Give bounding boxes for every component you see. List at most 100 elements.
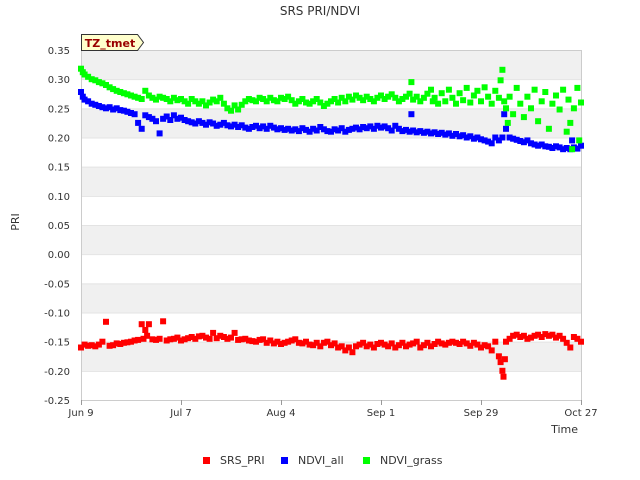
data-point xyxy=(263,98,270,105)
data-point xyxy=(560,86,567,93)
data-point xyxy=(481,84,488,91)
data-point xyxy=(124,91,131,98)
data-point xyxy=(456,90,463,97)
data-point xyxy=(435,338,442,345)
data-point xyxy=(117,107,124,114)
data-point xyxy=(345,126,352,133)
data-point xyxy=(260,123,267,130)
data-point xyxy=(453,339,459,346)
data-point xyxy=(506,335,513,342)
data-point xyxy=(378,339,384,346)
data-point xyxy=(235,106,242,113)
data-point xyxy=(142,112,149,119)
data-point xyxy=(488,140,495,147)
data-point xyxy=(195,118,202,125)
data-point xyxy=(292,336,299,343)
data-point xyxy=(288,97,295,104)
data-point xyxy=(274,338,281,345)
data-point xyxy=(306,341,313,348)
data-point xyxy=(442,131,449,138)
data-point xyxy=(253,98,259,105)
site-badge: TZ_tmet xyxy=(81,34,145,51)
data-point xyxy=(424,90,431,97)
data-point xyxy=(549,331,556,338)
data-point xyxy=(524,335,531,342)
data-point xyxy=(144,332,151,339)
data-point xyxy=(403,93,409,100)
data-point xyxy=(370,125,377,132)
data-point xyxy=(313,96,320,102)
data-point xyxy=(567,344,574,351)
data-point xyxy=(367,123,374,130)
data-point xyxy=(488,347,495,354)
data-point xyxy=(501,356,508,363)
data-point xyxy=(292,126,299,133)
data-point xyxy=(156,335,163,342)
data-point xyxy=(274,126,281,133)
data-point xyxy=(328,98,334,105)
data-point xyxy=(320,103,327,109)
y-tick-label: -0.20 xyxy=(44,367,70,378)
data-point xyxy=(128,338,134,345)
legend-swatch xyxy=(203,457,210,464)
data-point xyxy=(317,343,324,350)
data-point xyxy=(438,129,445,136)
data-point xyxy=(356,126,363,133)
data-point xyxy=(565,96,572,103)
data-point xyxy=(503,338,509,345)
data-point xyxy=(395,342,402,349)
data-point xyxy=(363,125,370,132)
data-point xyxy=(99,104,106,111)
data-point xyxy=(467,133,474,140)
data-point xyxy=(181,117,188,123)
data-point xyxy=(378,92,384,99)
legend-label: SRS_PRI xyxy=(220,454,265,467)
data-point xyxy=(385,93,392,100)
data-point xyxy=(549,100,556,107)
legend-swatch xyxy=(281,457,288,464)
data-point xyxy=(542,89,549,95)
data-point xyxy=(170,335,177,342)
data-point xyxy=(420,94,427,101)
y-tick-label: 0.10 xyxy=(48,192,70,203)
data-point xyxy=(428,130,434,137)
data-point xyxy=(408,111,415,118)
data-point xyxy=(245,125,252,132)
y-tick-label: -0.10 xyxy=(44,309,70,320)
x-tick-label: Sep 29 xyxy=(464,408,499,419)
data-point xyxy=(492,134,499,141)
data-point xyxy=(285,338,292,345)
data-point xyxy=(210,120,217,127)
plot-band xyxy=(81,370,581,400)
x-tick-label: Aug 4 xyxy=(266,408,295,419)
data-point xyxy=(410,96,417,103)
data-point xyxy=(217,121,224,128)
data-point xyxy=(78,65,84,72)
data-point xyxy=(92,343,99,350)
data-point xyxy=(520,114,527,121)
data-point xyxy=(110,86,117,93)
data-point xyxy=(513,136,520,143)
data-point xyxy=(210,96,217,103)
data-point xyxy=(560,146,567,153)
data-point xyxy=(460,338,467,345)
data-point xyxy=(349,125,356,132)
data-point xyxy=(392,122,399,129)
data-point xyxy=(313,127,320,134)
data-point xyxy=(410,127,417,134)
data-point xyxy=(106,342,113,349)
data-point xyxy=(88,100,95,107)
data-point xyxy=(438,340,445,347)
data-point xyxy=(78,89,84,95)
data-point xyxy=(335,344,342,351)
data-point xyxy=(381,123,388,130)
data-point xyxy=(213,122,220,129)
legend-label: NDVI_grass xyxy=(380,454,443,467)
data-point xyxy=(535,118,542,125)
data-point xyxy=(299,96,306,102)
data-point xyxy=(420,342,427,349)
data-point xyxy=(192,98,199,105)
data-point xyxy=(267,122,274,129)
data-point xyxy=(113,105,120,112)
data-point xyxy=(531,86,538,93)
